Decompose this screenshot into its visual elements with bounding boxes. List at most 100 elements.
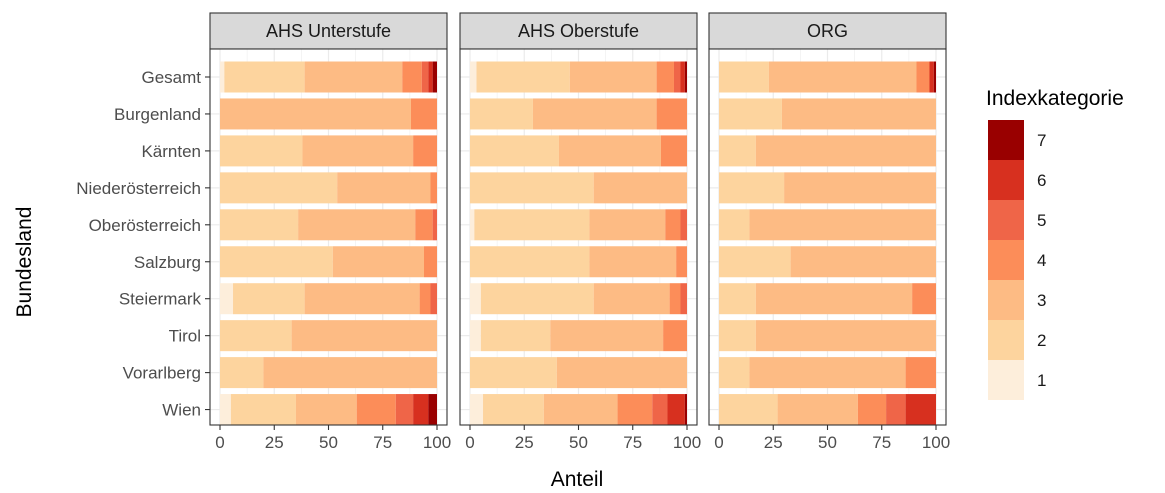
bar-segment (413, 394, 429, 426)
bar-segment (220, 172, 338, 204)
bar-segment (233, 283, 305, 315)
bar-segment (589, 246, 677, 278)
y-tick-label: Vorarlberg (123, 364, 201, 383)
bar-segment (652, 394, 668, 426)
legend-key (988, 280, 1024, 320)
facet-panel: AHS Unterstufe 0 25 50 75 100 (209, 12, 451, 452)
bar-segment (558, 135, 661, 167)
bar-segment (784, 172, 936, 204)
bar-segment (480, 283, 594, 315)
bar-segment (656, 61, 674, 93)
bar-segment (415, 209, 433, 241)
legend-key (988, 160, 1024, 200)
y-tick-label: Burgenland (114, 105, 201, 124)
x-axis-title: Anteil (551, 468, 604, 491)
bar-segment (905, 357, 936, 389)
bar-segment (332, 246, 424, 278)
x-tick-label: 25 (515, 433, 534, 452)
facet-strip (459, 12, 698, 50)
legend-title: Indexkategorie (986, 87, 1124, 110)
bar-segment (295, 394, 357, 426)
bar-segment (432, 209, 437, 241)
legend-label: 7 (1037, 131, 1046, 150)
bar-segment (719, 320, 756, 352)
x-tick-label: 50 (818, 433, 837, 452)
bar-segment (749, 209, 936, 241)
bar-segment (220, 135, 303, 167)
x-tick-label: 100 (922, 433, 950, 452)
bar-segment (669, 283, 681, 315)
bar-segment (790, 246, 936, 278)
x-tick-label: 0 (215, 433, 224, 452)
bar-segment (781, 98, 936, 130)
bar-segment (470, 135, 559, 167)
facet-title: AHS Oberstufe (518, 21, 639, 41)
y-tick-label: Kärnten (141, 142, 201, 161)
y-tick-label: Wien (162, 401, 201, 420)
legend-key (988, 320, 1024, 360)
bar-segment (719, 98, 782, 130)
legend-key (988, 360, 1024, 400)
x-tick-label: 100 (423, 433, 451, 452)
bar-segment (410, 98, 437, 130)
bar-segment (304, 61, 403, 93)
bar-segment (470, 98, 533, 130)
bar-segment (556, 357, 687, 389)
bar-segment (676, 246, 687, 278)
bar-segment (755, 283, 913, 315)
bar-segment (470, 209, 475, 241)
bar-segment (929, 61, 934, 93)
bar-segment (470, 172, 594, 204)
bar-segment (550, 320, 664, 352)
bar-segment (916, 61, 930, 93)
bar-segment (768, 61, 917, 93)
legend-key (988, 120, 1024, 160)
bar-segment (224, 61, 305, 93)
bar-segment (665, 209, 681, 241)
bar-segment (663, 320, 687, 352)
bar-segment (719, 61, 769, 93)
x-tick-label: 75 (373, 433, 392, 452)
bar-segment (220, 61, 225, 93)
bar-segment (617, 394, 653, 426)
bar-segment (428, 61, 433, 93)
y-tick-label: Tirol (169, 327, 201, 346)
bar-segment (428, 394, 437, 426)
bar-segment (673, 61, 681, 93)
bar-segment (337, 172, 431, 204)
y-tick-label: Steiermark (119, 290, 202, 309)
facet-title: ORG (807, 21, 848, 41)
bar-segment (220, 283, 234, 315)
bar-segment (719, 172, 785, 204)
bar-segment (680, 61, 685, 93)
bar-segment (749, 357, 906, 389)
bar-segment (230, 394, 296, 426)
y-tick-label: Gesamt (141, 68, 201, 87)
bar-segment (480, 320, 551, 352)
x-tick-label: 25 (764, 433, 783, 452)
legend-label: 6 (1037, 171, 1046, 190)
bar-segment (777, 394, 858, 426)
bar-segment (719, 394, 778, 426)
bar-segment (719, 357, 750, 389)
bar-segment (589, 209, 666, 241)
bar-segment (470, 283, 481, 315)
bar-segment (569, 61, 657, 93)
bar-segment (719, 135, 756, 167)
bar-segment (719, 246, 791, 278)
bar-segment (543, 394, 618, 426)
bar-segment (476, 61, 570, 93)
bar-segment (220, 98, 411, 130)
bar-segment (220, 246, 333, 278)
y-tick-label: Niederösterreich (76, 179, 201, 198)
bar-segment (474, 209, 590, 241)
bar-segment (857, 394, 887, 426)
bar-segment (660, 135, 687, 167)
x-tick-label: 0 (714, 433, 723, 452)
bar-segment (220, 357, 264, 389)
bar-segment (421, 61, 429, 93)
bar-segment (593, 283, 670, 315)
y-axis: Gesamt Burgenland Kärnten Niederösterreich O… (76, 68, 210, 420)
bar-segment (432, 61, 437, 93)
